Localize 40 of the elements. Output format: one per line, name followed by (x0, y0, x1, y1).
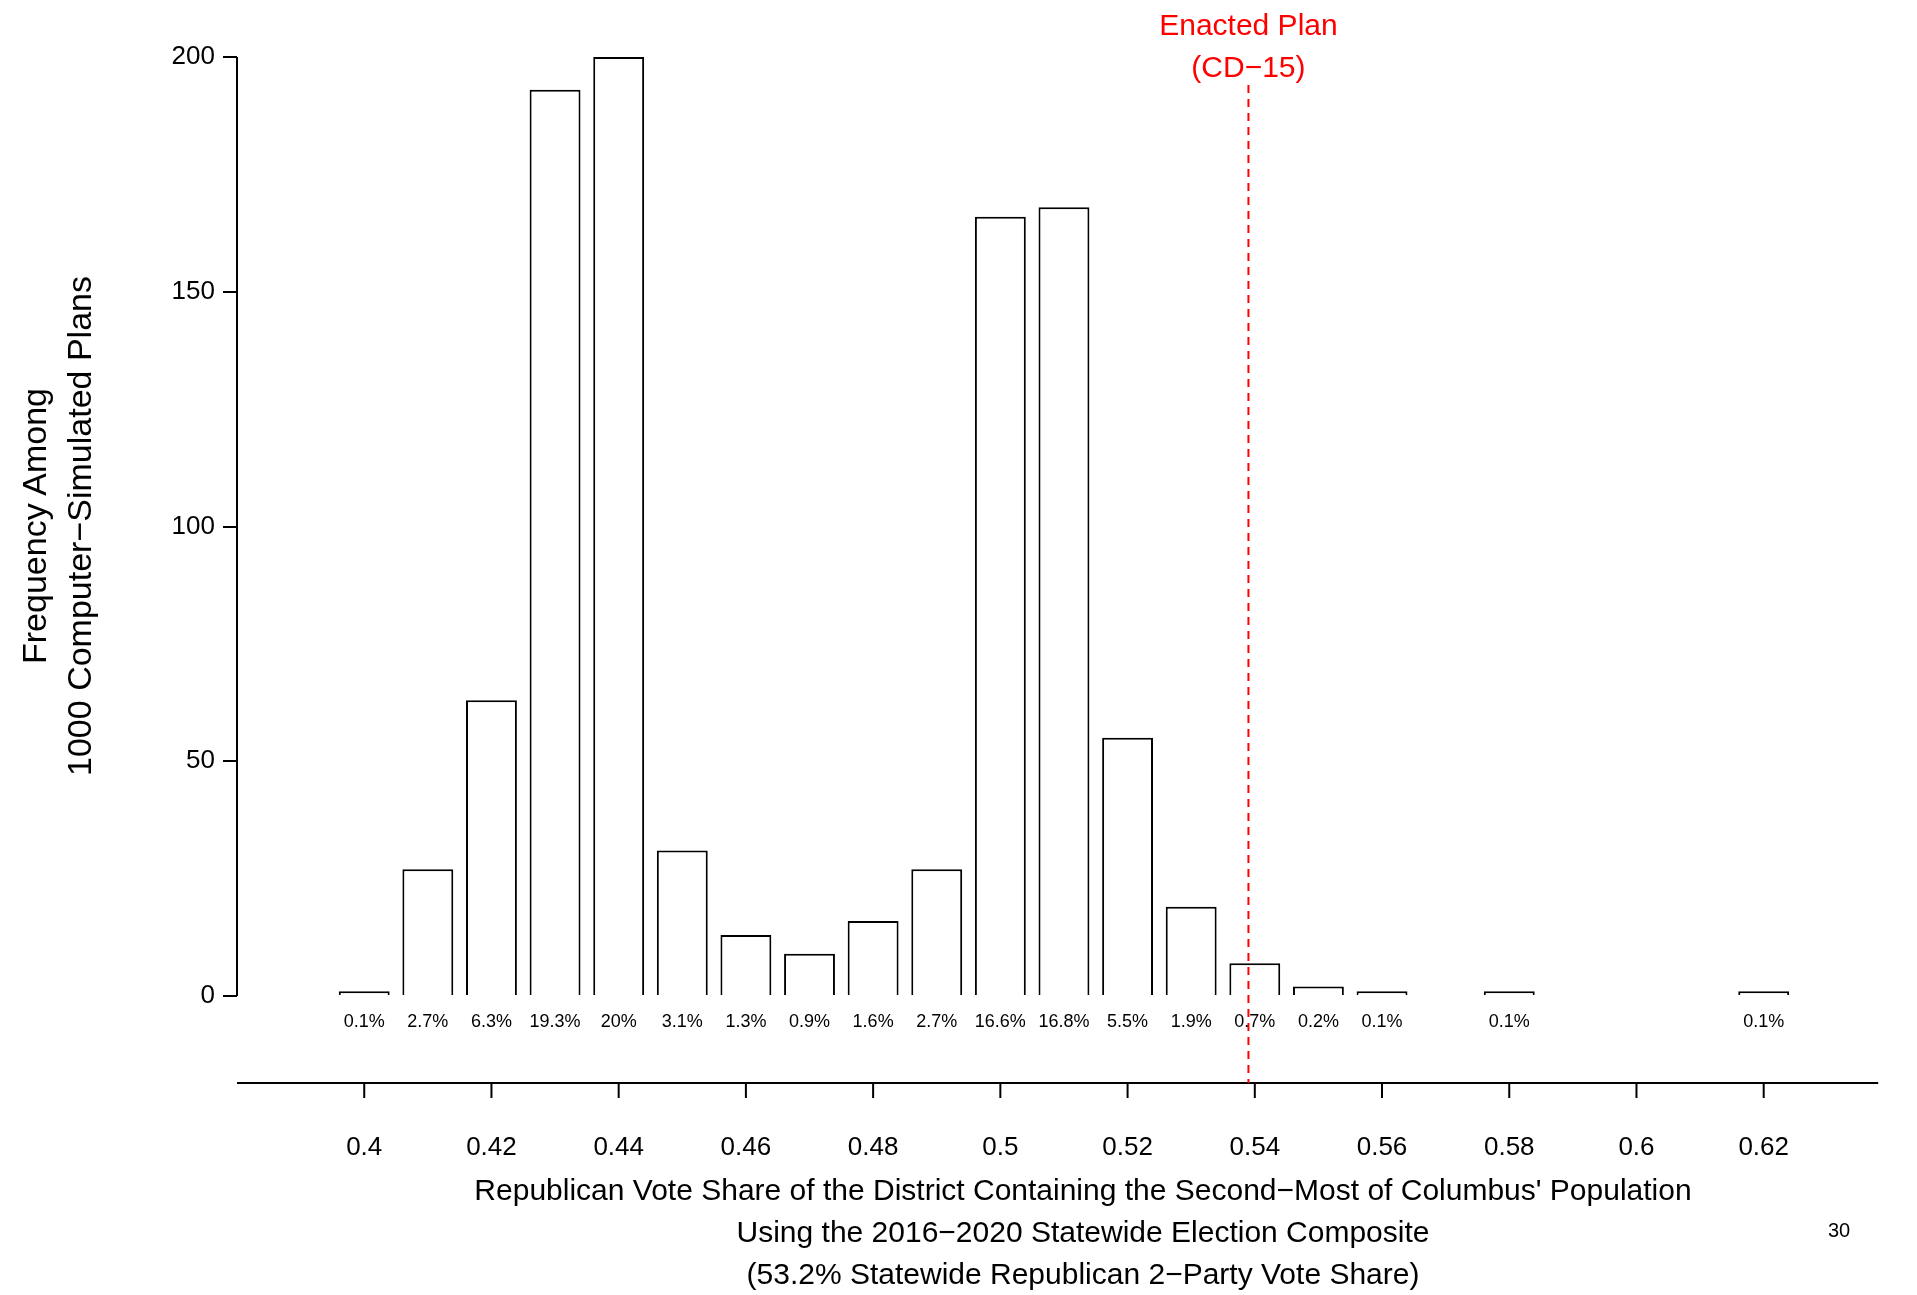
annotation: 19.3% (529, 1010, 581, 1031)
annotation: 0.1% (343, 1010, 385, 1031)
annotation: 1.9% (1170, 1010, 1212, 1031)
x-tick-label: 0.42 (466, 1130, 517, 1161)
annotation: 0.2% (1297, 1010, 1339, 1031)
x-tick-label: 0.4 (346, 1130, 383, 1161)
annotation: 0.1% (1488, 1010, 1530, 1031)
annotation: 0.1% (1743, 1010, 1785, 1031)
annotation: 3.1% (661, 1010, 703, 1031)
annotation: 1.6% (852, 1010, 894, 1031)
text: 30 (1827, 1218, 1851, 1241)
y-tick-label: 200 (171, 40, 215, 71)
annotation: 0.1% (1361, 1010, 1403, 1031)
ref-line-label: Enacted Plan (CD−15) (1159, 8, 1338, 84)
annotation: 2.7% (916, 1010, 958, 1031)
annotation: 20% (600, 1010, 637, 1031)
x-tick-label: 0.54 (1229, 1130, 1281, 1161)
y-tick-label: 0 (200, 979, 215, 1010)
x-tick-label: 0.6 (1618, 1130, 1655, 1161)
annotation: 0.9% (789, 1010, 831, 1031)
annotation: 1.3% (725, 1010, 767, 1031)
y-tick-label: 100 (171, 509, 215, 540)
annotation: 2.7% (407, 1010, 449, 1031)
x-tick-label: 0.48 (847, 1130, 899, 1161)
annotation: 16.8% (1038, 1010, 1090, 1031)
x-tick-label: 0.46 (720, 1130, 772, 1161)
x-tick-label: 0.44 (593, 1130, 644, 1161)
y-tick-label: 150 (171, 274, 215, 305)
y-axis-title: Frequency Among 1000 Computer−Simulated Plans (15, 276, 99, 776)
x-tick-label: 0.62 (1738, 1130, 1789, 1161)
annotation: 6.3% (470, 1010, 512, 1031)
annotation: 0.7% (1234, 1010, 1276, 1031)
y-tick-label: 50 (186, 744, 215, 775)
x-tick-label: 0.52 (1102, 1130, 1153, 1161)
annotation: 16.6% (974, 1010, 1026, 1031)
x-tick-label: 0.56 (1356, 1130, 1408, 1161)
x-axis-title: Republican Vote Share of the District Containing the Second−Most of Columbus' Population Using the 2016−2020 Statewide Election Composite (53.2% Statewide Republican 2−Party Vote Share) (474, 1173, 1692, 1291)
x-tick-label: 0.58 (1483, 1130, 1535, 1161)
annotation: 5.5% (1107, 1010, 1149, 1031)
x-tick-label: 0.5 (982, 1130, 1019, 1161)
